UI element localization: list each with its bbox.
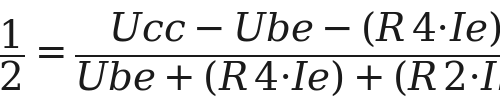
Text: $\dfrac{R\,1}{R\,2} = \dfrac{Ucc - Ube - (R\,4{\cdot}Ie)}{Ube + (R\,4{\cdot}Ie) : $\dfrac{R\,1}{R\,2} = \dfrac{Ucc - Ube -… [0, 10, 500, 98]
